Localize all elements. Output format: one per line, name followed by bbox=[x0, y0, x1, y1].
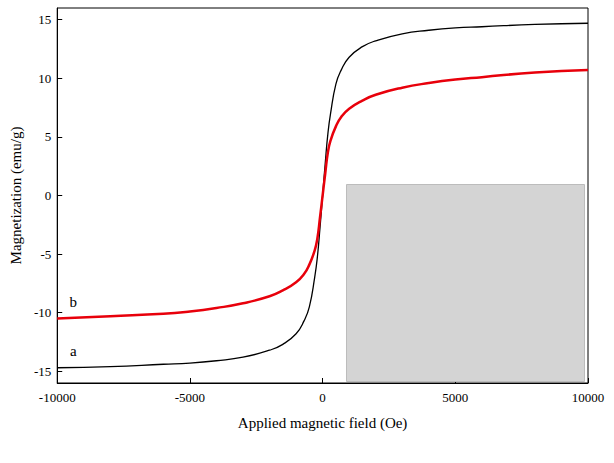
svg-text:10: 10 bbox=[38, 71, 51, 86]
svg-text:Magnetization (emu/g): Magnetization (emu/g) bbox=[8, 127, 25, 265]
svg-text:b: b bbox=[69, 294, 77, 310]
svg-text:-5000: -5000 bbox=[175, 390, 205, 405]
svg-text:5000: 5000 bbox=[442, 390, 468, 405]
svg-text:0: 0 bbox=[45, 188, 52, 203]
svg-text:-5: -5 bbox=[40, 247, 51, 262]
svg-text:0: 0 bbox=[319, 390, 326, 405]
svg-text:-10: -10 bbox=[34, 305, 51, 320]
svg-text:-10000: -10000 bbox=[39, 390, 76, 405]
svg-text:Applied magnetic field (Oe): Applied magnetic field (Oe) bbox=[238, 415, 408, 432]
svg-text:15: 15 bbox=[38, 12, 51, 27]
svg-text:a: a bbox=[70, 343, 77, 359]
svg-text:5: 5 bbox=[45, 129, 52, 144]
svg-text:10000: 10000 bbox=[572, 390, 605, 405]
svg-text:-15: -15 bbox=[34, 364, 51, 379]
